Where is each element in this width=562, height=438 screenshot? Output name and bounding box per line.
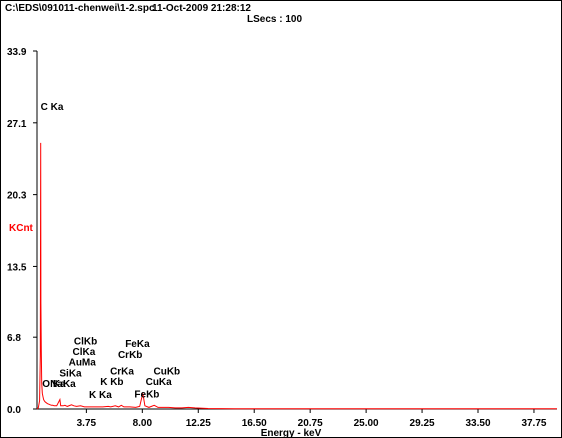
y-tick-label: 0.0: [7, 405, 21, 416]
x-tick-label: 25.00: [354, 418, 379, 429]
peak-label: C Ka: [41, 102, 64, 113]
spectrum-line: [36, 142, 557, 410]
x-tick-label: 37.75: [521, 418, 546, 429]
x-tick-label: 12.25: [186, 418, 211, 429]
x-tick-label: 8.00: [133, 418, 153, 429]
y-tick-label: 33.9: [7, 47, 27, 58]
timestamp-label: 11-Oct-2009 21:28:12: [152, 3, 251, 14]
peak-label: SiKa: [59, 368, 82, 379]
x-axis-title: Energy - keV: [261, 428, 322, 437]
x-tick-label: 3.75: [77, 418, 97, 429]
x-tick-label: 33.50: [465, 418, 490, 429]
y-tick-label: 6.8: [7, 333, 21, 344]
peak-label: CuKb: [154, 367, 181, 378]
y-tick-label: 20.3: [7, 191, 27, 202]
peak-label: CrKb: [118, 350, 142, 361]
peak-label: AuMa: [69, 358, 97, 369]
peak-label: ClKa: [73, 347, 96, 358]
peak-label: K Kb: [100, 377, 123, 388]
spectrum-series: [36, 142, 557, 410]
y-tick-label: 27.1: [7, 119, 27, 130]
y-axis-title: KCnt: [9, 223, 34, 234]
peak-label: O Ka: [42, 379, 66, 390]
peak-label: FeKa: [125, 339, 150, 350]
x-tick-label: 20.75: [298, 418, 323, 429]
chart-axes: 0.0 6.8 13.5 20.3 27.1 33.9 3.75 8.00 12.25 16.50…: [7, 47, 557, 437]
x-tick-label: 29.25: [410, 418, 435, 429]
live-seconds-label: LSecs : 100: [247, 14, 303, 25]
file-path-label: C:\EDS\091011-chenwei\1-2.spc: [5, 3, 155, 14]
peak-label: FeKb: [134, 389, 159, 400]
x-tick-label: 16.50: [242, 418, 267, 429]
peak-label: CrKa: [110, 367, 134, 378]
peak-label: NaKa: [50, 379, 76, 390]
peak-label: CuKa: [146, 377, 173, 388]
y-tick-label: 13.5: [7, 262, 27, 273]
peak-label: K Ka: [89, 390, 112, 401]
peak-label: ClKb: [74, 337, 97, 348]
